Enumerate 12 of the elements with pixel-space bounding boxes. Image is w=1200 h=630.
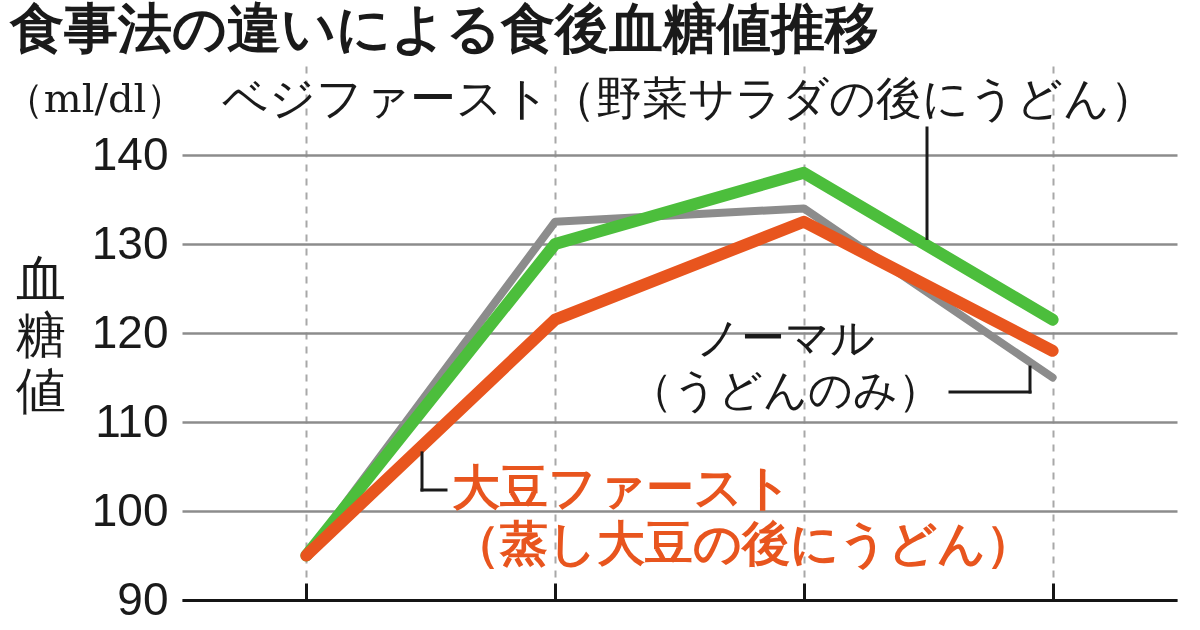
text: ベジファースト（野菜サラダの後にうどん） [222, 71, 1156, 125]
y-axis-title: 血糖値 [15, 249, 66, 420]
annotation: （ml/dl） [3, 75, 187, 121]
y-tick-label: 130 [91, 216, 169, 269]
chart-title: 食事法の違いによる食後血糖値推移 [9, 0, 879, 60]
y-tick-label: 90 [117, 572, 169, 625]
series-label: 大豆ファースト（蒸し大豆の後にうどん） [452, 459, 1034, 571]
series-label: ノーマル（うどんのみ） [628, 312, 942, 415]
y-tick-label: 120 [91, 305, 169, 358]
y-tick-label: 110 [95, 394, 169, 447]
y-tick-label: 100 [91, 483, 169, 536]
y-tick-label: 140 [91, 127, 169, 180]
